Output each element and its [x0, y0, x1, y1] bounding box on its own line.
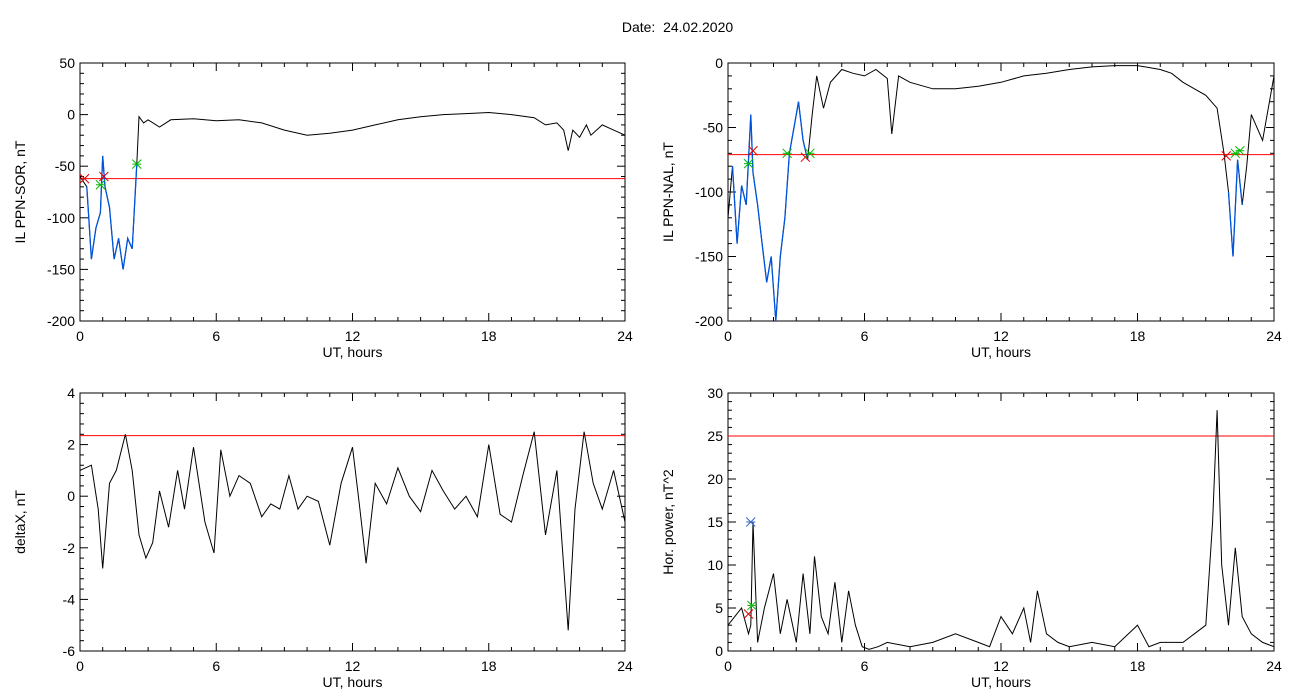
marker-blue: [745, 517, 756, 527]
marker-red: [1221, 151, 1232, 161]
marker-green: [782, 148, 793, 159]
marker-stroke: [743, 609, 754, 619]
series-line: [728, 65, 1274, 321]
x-axis-label: UT, hours: [971, 344, 1031, 360]
x-tick-label: 12: [345, 328, 361, 344]
y-tick-label: -100: [47, 210, 75, 226]
marker-green: [805, 148, 815, 159]
x-tick-label: 24: [617, 658, 633, 674]
x-tick-label: 24: [1266, 658, 1282, 674]
y-tick-label: 10: [707, 557, 723, 573]
x-tick-label: 18: [481, 658, 497, 674]
x-tick-label: 12: [993, 328, 1009, 344]
marker-stroke: [98, 171, 109, 182]
x-tick-label: 6: [861, 658, 869, 674]
chart-panel-4: 0 6 12 18 24 30 25 20 15 10 5 0 UT, hours Hor. power,…: [660, 385, 1282, 690]
plot-frame: [79, 62, 626, 322]
marker-green: [131, 159, 142, 169]
plot-frame: [79, 392, 626, 652]
x-tick-label: 0: [724, 328, 732, 344]
y-tick-label: -2: [63, 540, 76, 556]
x-tick-label: 6: [212, 658, 220, 674]
x-axis-label: UT, hours: [323, 344, 383, 360]
x-tick-label: 6: [212, 328, 220, 344]
marker-green: [743, 158, 754, 169]
x-tick-label: 18: [1130, 658, 1146, 674]
x-tick-label: 6: [861, 328, 869, 344]
x-axis-label: UT, hours: [971, 674, 1031, 690]
highlight-segment: [1227, 159, 1243, 257]
y-axis-label: deltaX, nT: [12, 490, 28, 554]
marker-red: [743, 609, 754, 619]
y-tick-label: 0: [715, 643, 723, 659]
y-axis-label: Hor. power, nT^2: [660, 469, 676, 575]
marker-green: [1235, 145, 1245, 156]
x-tick-label: 18: [481, 328, 497, 344]
y-tick-label: -200: [47, 313, 75, 329]
x-tick-label: 24: [1266, 328, 1282, 344]
y-tick-label: -4: [63, 591, 76, 607]
series-line: [80, 431, 625, 631]
x-tick-label: 0: [724, 658, 732, 674]
series-line: [728, 410, 1274, 650]
x-tick-label: 18: [1130, 328, 1146, 344]
y-tick-label: 0: [67, 107, 75, 123]
highlight-segment: [731, 101, 809, 321]
y-tick-label: 25: [707, 428, 723, 444]
marker-red: [748, 145, 758, 156]
y-tick-label: 2: [67, 437, 75, 453]
y-axis-label: IL PPN-NAL, nT: [660, 142, 676, 242]
highlight-segment: [86, 155, 138, 270]
x-tick-label: 24: [617, 328, 633, 344]
plot-frame: [727, 392, 1275, 652]
x-tick-label: 0: [76, 658, 84, 674]
marker-stroke: [1221, 151, 1232, 161]
x-axis-label: UT, hours: [323, 674, 383, 690]
y-tick-label: -50: [55, 158, 75, 174]
marker-stroke: [748, 145, 758, 156]
chart-panel-3: 0 6 12 18 24 4 2 0 -2 -4 -6 UT, hours deltaX, nT: [12, 385, 633, 690]
marker-stroke: [79, 173, 90, 184]
y-tick-label: 50: [59, 55, 75, 71]
marker-red: [98, 171, 109, 182]
y-tick-label: 5: [715, 600, 723, 616]
chart-panel-1: 0 6 12 18 24 50 0 -50 -100 -150 -200 UT, hours IL PP…: [12, 55, 633, 360]
y-tick-label: 0: [715, 55, 723, 71]
y-tick-label: 15: [707, 514, 723, 530]
x-tick-label: 0: [76, 328, 84, 344]
y-tick-label: -100: [695, 184, 723, 200]
y-tick-label: 0: [67, 488, 75, 504]
y-tick-label: 4: [67, 385, 75, 401]
y-axis-label: IL PPN-SOR, nT: [12, 140, 28, 243]
y-tick-label: 20: [707, 471, 723, 487]
y-tick-label: 30: [707, 385, 723, 401]
y-tick-label: -6: [63, 643, 76, 659]
page-title: Date: 24.02.2020: [621, 19, 734, 35]
chart-panel-2: 0 6 12 18 24 0 -50 -100 -150 -200 UT, hours IL PPN-…: [660, 55, 1282, 360]
marker-green: [1230, 148, 1241, 159]
x-tick-label: 12: [993, 658, 1009, 674]
y-tick-label: -150: [47, 261, 75, 277]
marker-green: [747, 600, 757, 611]
series-line: [80, 111, 625, 270]
plot-frame: [727, 62, 1275, 322]
y-tick-label: -150: [695, 249, 723, 265]
y-tick-label: -200: [695, 313, 723, 329]
marker-green: [95, 179, 106, 190]
marker-red: [79, 173, 90, 184]
y-tick-label: -50: [703, 120, 723, 136]
x-tick-label: 12: [345, 658, 361, 674]
